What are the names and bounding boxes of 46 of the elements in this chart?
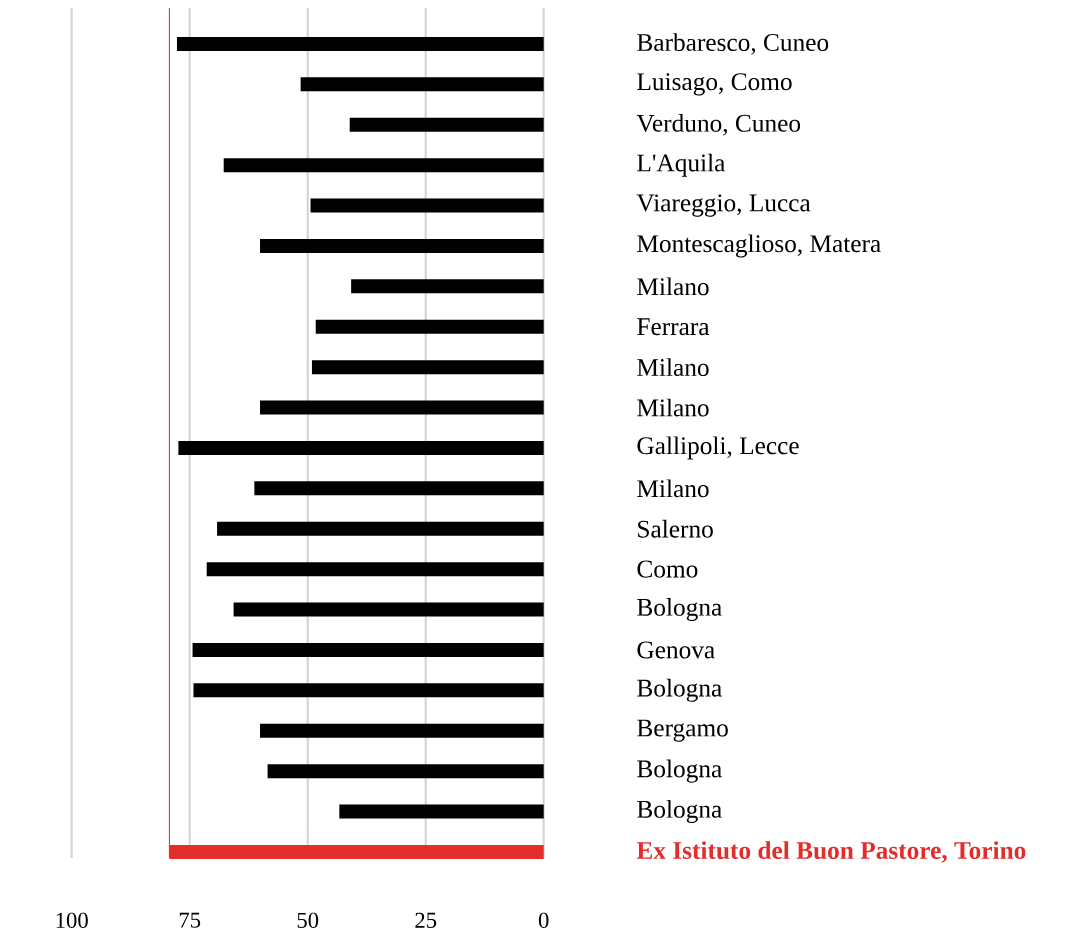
bar xyxy=(311,360,544,375)
x-tick-label: 100 xyxy=(56,912,88,928)
y-tick-label: Milano xyxy=(637,398,709,417)
y-tick-label: Ex Istituto del Buon Pastore, Torino xyxy=(636,841,1026,863)
bar xyxy=(315,319,544,334)
y-tick-label: Bologna xyxy=(637,800,722,824)
x-tick-label: 75 xyxy=(179,912,201,928)
bar xyxy=(193,683,544,698)
x-tick-label: 25 xyxy=(415,912,437,928)
y-tick-label: Milano xyxy=(637,479,709,498)
y-tick-label: Luisago, Como xyxy=(637,73,792,96)
bar xyxy=(339,804,544,819)
bar xyxy=(349,117,544,132)
y-tick-label: Milano xyxy=(637,358,709,377)
y-tick-label: Ferrara xyxy=(637,318,710,336)
bar xyxy=(351,279,544,294)
y-tick-label: Como xyxy=(637,560,698,578)
y-tick-label: L'Aquila xyxy=(637,153,726,177)
bar xyxy=(217,521,544,536)
bar xyxy=(206,562,544,577)
x-tick-label: 0 xyxy=(538,912,549,928)
y-tick-label: Genova xyxy=(637,641,715,659)
y-tick-label: Gallipoli, Lecce xyxy=(637,436,799,460)
bar xyxy=(223,158,544,173)
y-tick-label: Montescaglioso, Matera xyxy=(637,234,881,258)
y-tick-label: Salerno xyxy=(638,519,713,538)
y-tick-label: Barbaresco, Cuneo xyxy=(637,33,829,55)
bar xyxy=(310,198,544,213)
bar xyxy=(233,602,544,617)
y-tick-label: Verduno, Cuneo xyxy=(636,114,801,136)
y-tick-label: Bologna xyxy=(637,678,722,702)
bar xyxy=(260,400,544,415)
bar xyxy=(260,238,544,253)
bar xyxy=(178,440,544,455)
bar xyxy=(267,764,544,779)
bar xyxy=(176,36,544,51)
y-tick-label: Bergamo xyxy=(637,719,728,742)
y-tick-label: Milano xyxy=(637,277,709,296)
bar xyxy=(300,77,544,92)
bar xyxy=(192,642,544,657)
x-tick-label: 50 xyxy=(297,912,319,928)
bar xyxy=(260,723,544,738)
y-tick-label: Bologna xyxy=(637,759,722,783)
y-tick-label: Viareggio, Lucca xyxy=(636,194,811,217)
y-tick-label: Bologna xyxy=(637,598,722,622)
bar xyxy=(254,481,544,496)
